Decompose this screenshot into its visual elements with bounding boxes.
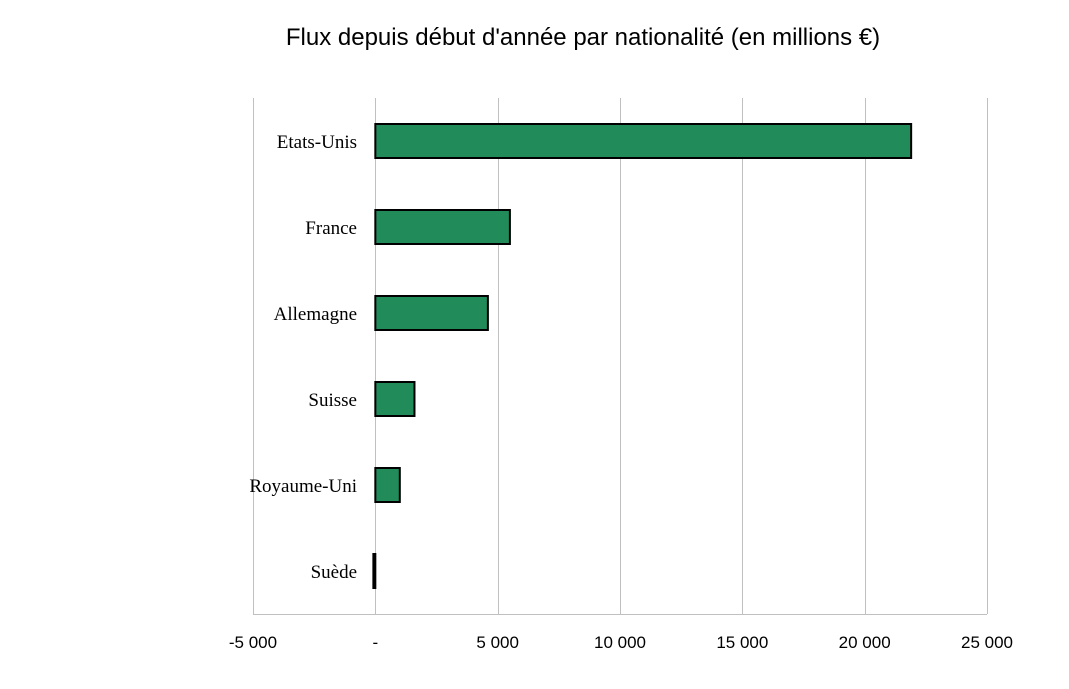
bar-france	[374, 209, 511, 245]
x-tick-label: -	[372, 633, 378, 652]
x-tick-labels: -5 000-5 000 10 000 15 000 20 000 25 000	[229, 633, 1013, 652]
x-tick-label: 20 000	[839, 633, 891, 652]
bar-allemagne	[374, 295, 489, 331]
category-label: Suisse	[308, 390, 357, 411]
category-labels: Etats-Unis France Allemagne Suisse Royaume-U…	[249, 132, 357, 583]
x-tick-label: -5 000	[229, 633, 277, 652]
x-tick-label: 10 000	[594, 633, 646, 652]
x-tick-label: 15 000	[716, 633, 768, 652]
category-label: Royaume-Uni	[249, 476, 357, 497]
category-label: Suède	[311, 562, 357, 583]
chart-title: Flux depuis début d'année par nationalit…	[285, 24, 881, 51]
x-tick-label: 5 000	[476, 633, 519, 652]
gridlines	[253, 98, 988, 615]
category-label: Allemagne	[274, 304, 357, 325]
bar-etats-unis	[374, 123, 913, 159]
category-label: France	[305, 218, 357, 239]
bars	[372, 123, 913, 589]
bar-royaume-uni	[374, 467, 401, 503]
bar-suisse	[374, 381, 416, 417]
category-label: Etats-Unis	[277, 132, 357, 153]
x-tick-label: 25 000	[961, 633, 1013, 652]
bar-su-de	[372, 553, 377, 589]
